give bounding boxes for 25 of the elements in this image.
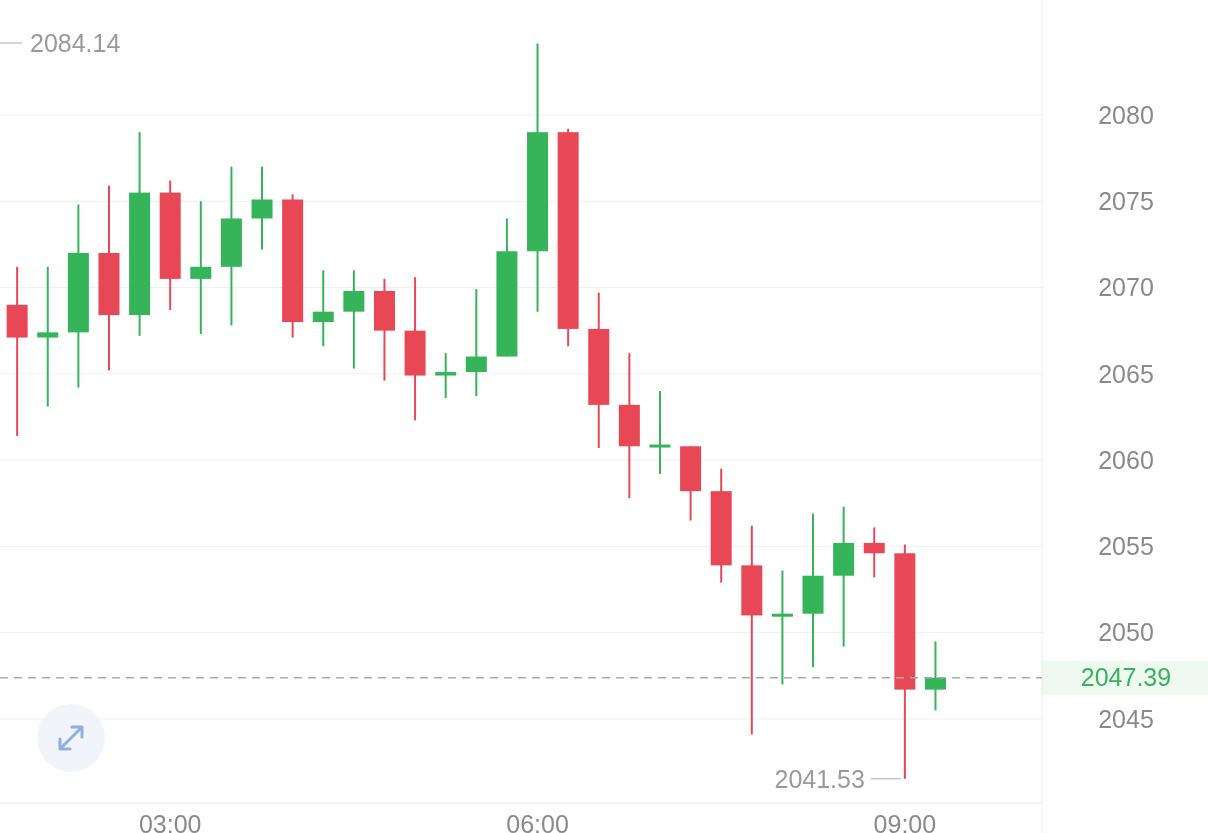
candlestick	[190, 200, 212, 336]
x-tick-label: 09:00	[873, 809, 937, 833]
candlestick	[771, 569, 793, 686]
y-tick-label: 2045	[1098, 704, 1154, 733]
annotation: 2041.53	[774, 764, 865, 793]
candlestick	[435, 352, 457, 399]
candlestick	[465, 288, 487, 398]
y-tick-label: 2065	[1098, 359, 1154, 388]
x-tick-label: 06:00	[506, 809, 569, 833]
y-tick-label: 2075	[1098, 186, 1154, 215]
y-tick-label: 2080	[1098, 100, 1154, 129]
candlestick	[649, 390, 671, 475]
ref-line-label: 2047.39	[1080, 663, 1172, 692]
y-tick-label: 2060	[1098, 445, 1154, 474]
y-tick-label: 2055	[1098, 532, 1154, 561]
candlestick	[312, 269, 334, 348]
annotation: 2084.14	[30, 28, 121, 57]
candlestick	[924, 640, 946, 712]
candlestick	[37, 265, 59, 408]
x-tick-label: 03:00	[138, 809, 202, 833]
candlestick	[863, 526, 885, 579]
candlestick	[251, 165, 273, 251]
candlestick	[343, 269, 365, 370]
y-tick-label: 2050	[1098, 618, 1154, 647]
y-tick-label: 2070	[1098, 273, 1154, 302]
